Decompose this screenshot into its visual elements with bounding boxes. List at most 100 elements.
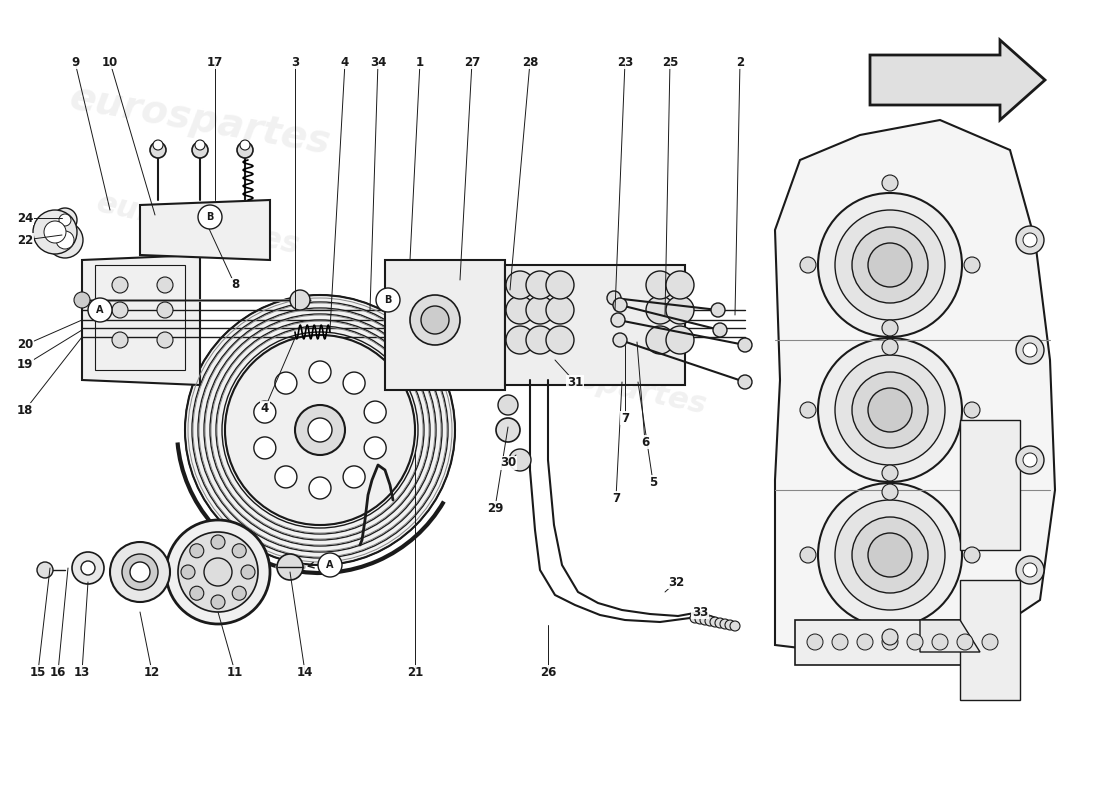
Circle shape — [410, 295, 460, 345]
Circle shape — [295, 405, 345, 455]
Circle shape — [166, 520, 270, 624]
Text: 33: 33 — [692, 606, 708, 618]
Text: 8: 8 — [231, 278, 239, 291]
Circle shape — [713, 323, 727, 337]
Text: 13: 13 — [74, 666, 90, 678]
Circle shape — [705, 616, 715, 626]
Circle shape — [835, 355, 945, 465]
Text: 3: 3 — [290, 55, 299, 69]
Text: 32: 32 — [668, 575, 684, 589]
Circle shape — [1016, 446, 1044, 474]
Text: B: B — [384, 295, 392, 305]
Bar — [960, 580, 1020, 700]
Circle shape — [646, 296, 674, 324]
Circle shape — [852, 517, 928, 593]
Circle shape — [226, 335, 415, 525]
Text: 17: 17 — [207, 55, 223, 69]
Circle shape — [964, 402, 980, 418]
Circle shape — [254, 401, 276, 423]
Circle shape — [1016, 336, 1044, 364]
Circle shape — [150, 142, 166, 158]
Text: 6: 6 — [641, 435, 649, 449]
Circle shape — [818, 193, 962, 337]
Circle shape — [110, 542, 170, 602]
Circle shape — [835, 210, 945, 320]
Circle shape — [421, 306, 449, 334]
Circle shape — [195, 140, 205, 150]
Circle shape — [254, 437, 276, 459]
Circle shape — [610, 313, 625, 327]
Circle shape — [957, 634, 974, 650]
Circle shape — [211, 535, 226, 549]
Circle shape — [800, 402, 816, 418]
Text: 2: 2 — [736, 55, 744, 69]
Text: 19: 19 — [16, 358, 33, 371]
Text: 24: 24 — [16, 211, 33, 225]
Circle shape — [613, 298, 627, 312]
Circle shape — [666, 296, 694, 324]
Circle shape — [498, 395, 518, 415]
Circle shape — [526, 271, 554, 299]
Circle shape — [882, 175, 898, 191]
Circle shape — [964, 257, 980, 273]
Circle shape — [868, 243, 912, 287]
Circle shape — [646, 326, 674, 354]
Text: eurospartes: eurospartes — [66, 78, 333, 162]
Circle shape — [725, 620, 735, 630]
Text: 4: 4 — [341, 55, 349, 69]
Text: 7: 7 — [612, 491, 620, 505]
Circle shape — [72, 552, 104, 584]
Text: 11: 11 — [227, 666, 243, 678]
Circle shape — [157, 302, 173, 318]
Circle shape — [309, 477, 331, 499]
Circle shape — [666, 326, 694, 354]
Circle shape — [738, 375, 752, 389]
Circle shape — [376, 288, 400, 312]
Circle shape — [613, 333, 627, 347]
Circle shape — [241, 565, 255, 579]
Circle shape — [882, 465, 898, 481]
Circle shape — [309, 361, 331, 383]
Circle shape — [153, 140, 163, 150]
Circle shape — [526, 296, 554, 324]
Circle shape — [204, 558, 232, 586]
Circle shape — [546, 271, 574, 299]
Circle shape — [982, 634, 998, 650]
Circle shape — [690, 613, 700, 623]
Circle shape — [1023, 233, 1037, 247]
Circle shape — [818, 338, 962, 482]
Circle shape — [226, 335, 415, 525]
Circle shape — [852, 372, 928, 448]
Circle shape — [868, 533, 912, 577]
Circle shape — [506, 296, 534, 324]
Circle shape — [882, 320, 898, 336]
Circle shape — [277, 554, 302, 580]
Circle shape — [695, 614, 705, 624]
Circle shape — [130, 562, 150, 582]
Text: 28: 28 — [521, 55, 538, 69]
Circle shape — [192, 142, 208, 158]
Circle shape — [509, 449, 531, 471]
Text: 20: 20 — [16, 338, 33, 351]
Text: 31: 31 — [566, 375, 583, 389]
Circle shape — [646, 271, 674, 299]
Circle shape — [275, 372, 297, 394]
Circle shape — [275, 466, 297, 488]
Circle shape — [852, 227, 928, 303]
Circle shape — [607, 291, 621, 305]
Circle shape — [157, 277, 173, 293]
Text: 22: 22 — [16, 234, 33, 246]
Circle shape — [211, 595, 226, 609]
Text: 34: 34 — [370, 55, 386, 69]
Circle shape — [112, 332, 128, 348]
Circle shape — [290, 290, 310, 310]
Circle shape — [1023, 343, 1037, 357]
Circle shape — [81, 561, 95, 575]
Text: 10: 10 — [102, 55, 118, 69]
Polygon shape — [776, 120, 1055, 660]
Circle shape — [232, 544, 246, 558]
Circle shape — [1023, 563, 1037, 577]
Text: 4: 4 — [261, 402, 270, 414]
Circle shape — [364, 437, 386, 459]
Circle shape — [496, 418, 520, 442]
